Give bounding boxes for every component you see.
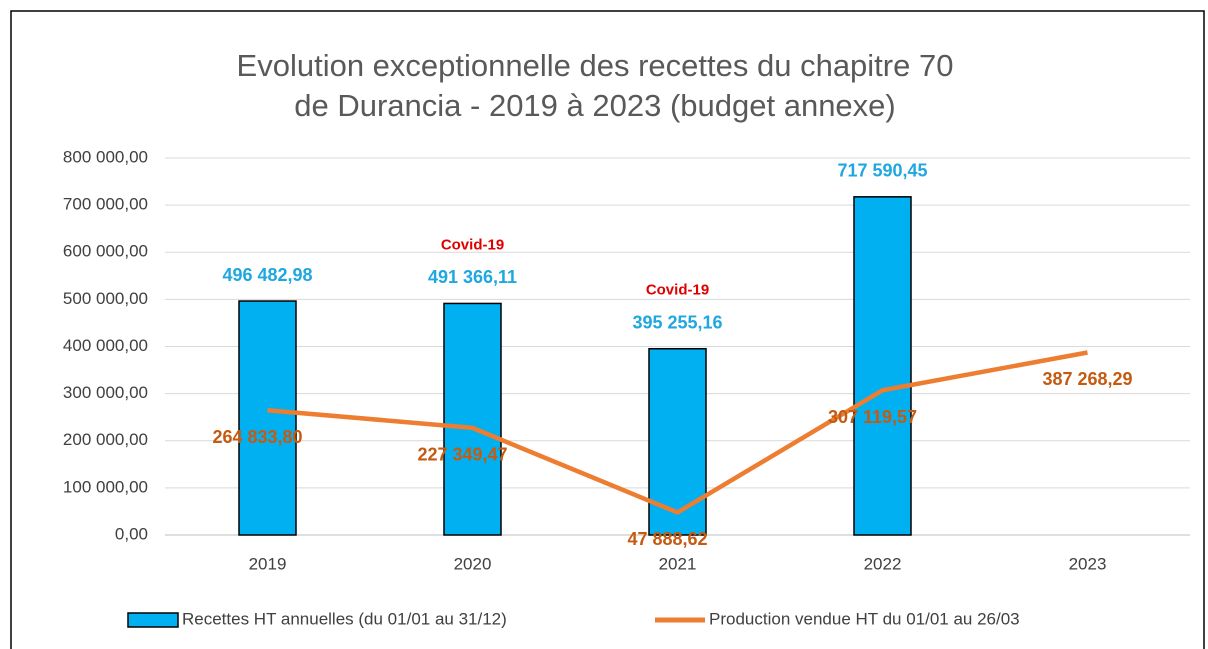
line-value-label: 307 119,57 (828, 407, 917, 427)
chart-frame (10, 10, 1205, 649)
line (267, 350, 1088, 515)
x-tick-label: 2019 (249, 554, 287, 573)
annotation: Covid-19 (441, 236, 504, 253)
y-tick-label: 100 000,00 (63, 477, 148, 496)
y-tick-label: 0,00 (115, 524, 148, 543)
bar (238, 300, 297, 536)
line-value-label: 47 888,62 (627, 529, 707, 549)
y-tick-label: 300 000,00 (63, 383, 148, 402)
x-tick-label: 2023 (1069, 554, 1107, 573)
chart-title: Evolution exceptionnelle des recettes du… (237, 48, 954, 83)
y-tick-label: 800 000,00 (63, 147, 148, 166)
x-tick-label: 2022 (864, 554, 902, 573)
bar-value-label: 717 590,45 (837, 161, 927, 181)
bar-value-label: 496 482,98 (222, 265, 312, 285)
y-tick-label: 500 000,00 (63, 289, 148, 308)
line-value-label: 387 268,29 (1042, 369, 1132, 389)
annotation: Covid-19 (646, 282, 709, 299)
line-value-label: 227 349,47 (417, 445, 507, 465)
x-tick-label: 2020 (454, 554, 492, 573)
y-tick-label: 700 000,00 (63, 195, 148, 214)
bar (853, 196, 912, 536)
chart-title: de Durancia - 2019 à 2023 (budget annexe… (294, 88, 896, 123)
legend-label: Recettes HT annuelles (du 01/01 au 31/12… (182, 609, 507, 628)
y-tick-label: 400 000,00 (63, 336, 148, 355)
x-tick-label: 2021 (659, 554, 697, 573)
legend-label: Production vendue HT du 01/01 au 26/03 (709, 609, 1020, 628)
bar (443, 302, 502, 536)
bar (648, 347, 707, 536)
bar-value-label: 395 255,16 (632, 312, 722, 332)
line-value-label: 264 833,80 (212, 427, 302, 447)
bar-value-label: 491 366,11 (428, 267, 517, 287)
y-tick-label: 600 000,00 (63, 242, 148, 261)
legend-swatch (127, 612, 179, 628)
y-tick-label: 200 000,00 (63, 430, 148, 449)
